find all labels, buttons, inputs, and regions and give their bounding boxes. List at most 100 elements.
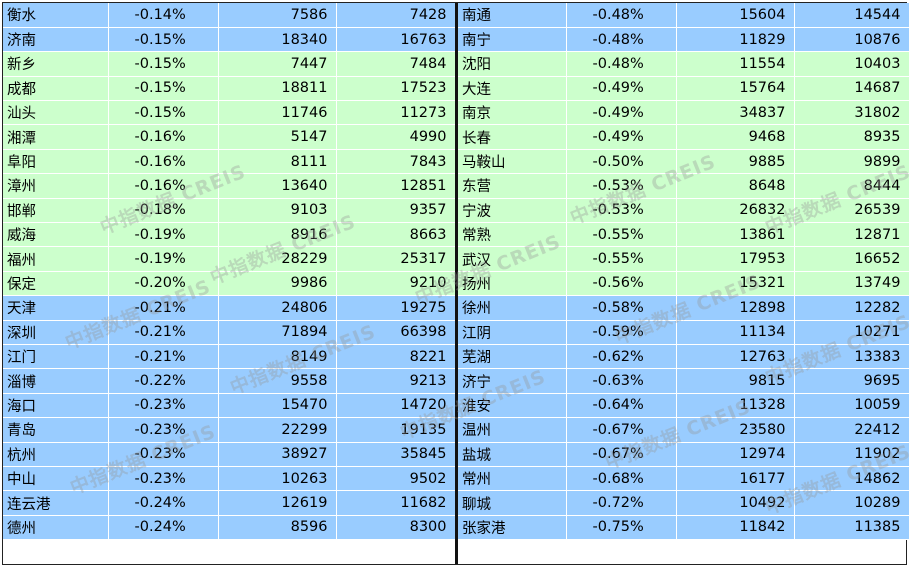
table-row: 江门 -0.21% 8149 8221 <box>3 344 456 370</box>
price-value-cell: 12898 <box>676 295 795 321</box>
price-value-cell: 12851 <box>336 173 456 199</box>
price-value-cell: 10876 <box>794 27 909 53</box>
price-value-cell: 38927 <box>218 442 337 467</box>
price-value-cell: 16177 <box>676 466 795 492</box>
table-row: 德州 -0.24% 8596 8300 <box>3 515 456 541</box>
city-cell: 东营 <box>458 173 567 199</box>
table-row: 漳州 -0.16% 13640 12851 <box>3 173 456 199</box>
price-value-cell: 7447 <box>218 51 337 77</box>
table-row: 新乡 -0.15% 7447 7484 <box>3 51 456 77</box>
table-row: 武汉 -0.55% 17953 16652 <box>458 246 909 272</box>
city-cell: 天津 <box>3 295 109 321</box>
table-row: 威海 -0.19% 8916 8663 <box>3 222 456 248</box>
price-value-cell: 9899 <box>794 149 909 175</box>
price-value-cell: 8300 <box>336 515 456 541</box>
price-value-cell: 19135 <box>336 417 456 443</box>
change-cell: -0.53% <box>566 173 677 199</box>
change-cell: -0.59% <box>566 320 677 345</box>
city-cell: 大连 <box>458 76 567 102</box>
change-cell: -0.50% <box>566 149 677 175</box>
table-row: 成都 -0.15% 18811 17523 <box>3 76 456 102</box>
price-value-cell: 9815 <box>676 368 795 394</box>
city-cell: 中山 <box>3 466 109 492</box>
city-cell: 南通 <box>458 3 567 28</box>
price-value-cell: 18811 <box>218 76 337 102</box>
price-value-cell: 9213 <box>336 368 456 394</box>
right-table-panel: 南通 -0.48% 15604 14544 南宁 -0.48% 11829 10876 沈阳 -0… <box>455 3 909 564</box>
city-cell: 杭州 <box>3 442 109 467</box>
city-cell: 常州 <box>458 466 567 492</box>
right-table-body: 南通 -0.48% 15604 14544 南宁 -0.48% 11829 10876 沈阳 -0… <box>458 3 909 541</box>
price-value-cell: 8596 <box>218 515 337 541</box>
price-value-cell: 11842 <box>676 515 795 541</box>
price-value-cell: 18340 <box>218 27 337 53</box>
price-value-cell: 9695 <box>794 368 909 394</box>
price-value-cell: 8111 <box>218 149 337 175</box>
city-cell: 深圳 <box>3 320 109 345</box>
city-cell: 济宁 <box>458 368 567 394</box>
city-cell: 淮安 <box>458 393 567 419</box>
price-value-cell: 7843 <box>336 149 456 175</box>
city-cell: 盐城 <box>458 442 567 467</box>
change-cell: -0.19% <box>108 246 219 272</box>
city-cell: 德州 <box>3 515 109 541</box>
city-cell: 阜阳 <box>3 149 109 175</box>
price-value-cell: 15764 <box>676 76 795 102</box>
price-value-cell: 7586 <box>218 3 337 28</box>
change-cell: -0.15% <box>108 27 219 53</box>
change-cell: -0.16% <box>108 173 219 199</box>
city-cell: 新乡 <box>3 51 109 77</box>
change-cell: -0.58% <box>566 295 677 321</box>
price-value-cell: 9558 <box>218 368 337 394</box>
change-cell: -0.23% <box>108 417 219 443</box>
change-cell: -0.49% <box>566 100 677 126</box>
city-cell: 湘潭 <box>3 124 109 150</box>
table-row: 海口 -0.23% 15470 14720 <box>3 393 456 419</box>
price-value-cell: 31802 <box>794 100 909 126</box>
price-value-cell: 66398 <box>336 320 456 345</box>
price-value-cell: 26539 <box>794 198 909 224</box>
price-value-cell: 13640 <box>218 173 337 199</box>
table-row: 杭州 -0.23% 38927 35845 <box>3 442 456 467</box>
city-cell: 江门 <box>3 344 109 370</box>
price-value-cell: 10059 <box>794 393 909 419</box>
city-cell: 扬州 <box>458 271 567 297</box>
left-table-panel: 衡水 -0.14% 7586 7428 济南 -0.15% 18340 16763 新乡 -0.1… <box>3 3 456 564</box>
change-cell: -0.62% <box>566 344 677 370</box>
table-row: 汕头 -0.15% 11746 11273 <box>3 100 456 126</box>
change-cell: -0.23% <box>108 393 219 419</box>
price-value-cell: 11134 <box>676 320 795 345</box>
price-value-cell: 12974 <box>676 442 795 467</box>
change-cell: -0.21% <box>108 295 219 321</box>
table-row: 常熟 -0.55% 13861 12871 <box>458 222 909 248</box>
change-cell: -0.16% <box>108 124 219 150</box>
price-value-cell: 13749 <box>794 271 909 297</box>
table-row: 福州 -0.19% 28229 25317 <box>3 246 456 272</box>
price-value-cell: 17953 <box>676 246 795 272</box>
table-row: 大连 -0.49% 15764 14687 <box>458 76 909 102</box>
price-value-cell: 10263 <box>218 466 337 492</box>
change-cell: -0.22% <box>108 368 219 394</box>
table-row: 邯郸 -0.18% 9103 9357 <box>3 198 456 224</box>
change-cell: -0.49% <box>566 76 677 102</box>
city-cell: 衡水 <box>3 3 109 28</box>
price-value-cell: 23580 <box>676 417 795 443</box>
change-cell: -0.14% <box>108 3 219 28</box>
change-cell: -0.16% <box>108 149 219 175</box>
change-cell: -0.21% <box>108 320 219 345</box>
table-row: 济宁 -0.63% 9815 9695 <box>458 368 909 394</box>
price-value-cell: 9103 <box>218 198 337 224</box>
table-row: 沈阳 -0.48% 11554 10403 <box>458 51 909 77</box>
price-value-cell: 28229 <box>218 246 337 272</box>
price-value-cell: 9885 <box>676 149 795 175</box>
city-cell: 淄博 <box>3 368 109 394</box>
table-row: 保定 -0.20% 9986 9210 <box>3 271 456 297</box>
table-row: 阜阳 -0.16% 8111 7843 <box>3 149 456 175</box>
price-value-cell: 10492 <box>676 490 795 516</box>
change-cell: -0.23% <box>108 466 219 492</box>
price-value-cell: 11554 <box>676 51 795 77</box>
city-cell: 温州 <box>458 417 567 443</box>
price-value-cell: 7484 <box>336 51 456 77</box>
price-value-cell: 16652 <box>794 246 909 272</box>
city-cell: 连云港 <box>3 490 109 516</box>
